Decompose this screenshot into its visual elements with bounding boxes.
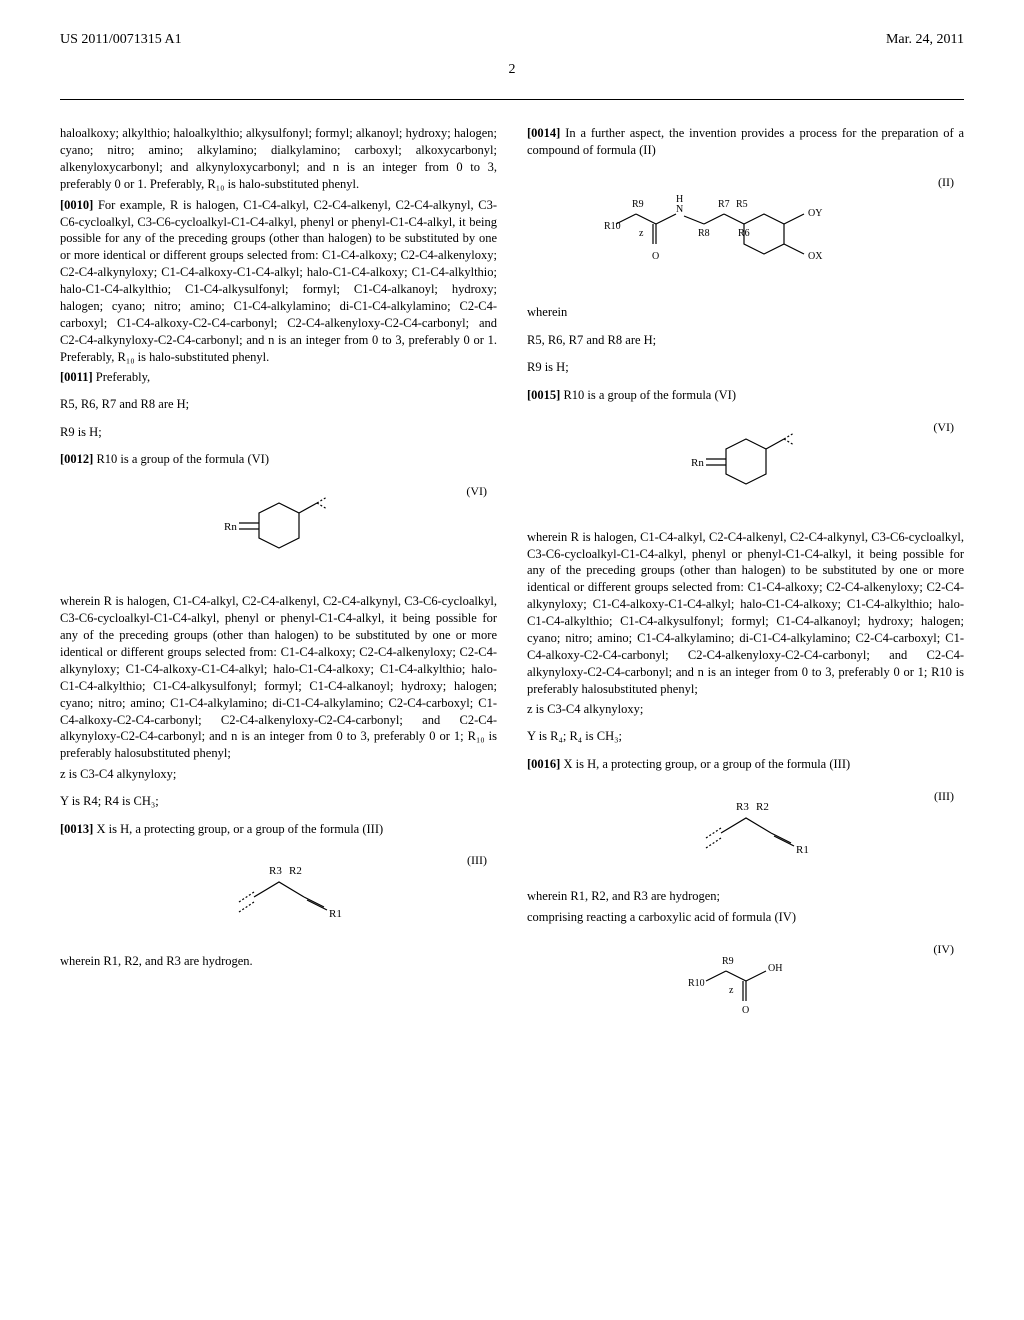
svg-text:O: O xyxy=(742,1005,749,1016)
line-comprising: comprising reacting a carboxylic acid of… xyxy=(527,909,964,926)
line-wherein: wherein xyxy=(527,304,964,322)
page-number: 2 xyxy=(0,60,1024,80)
pub-date: Mar. 24, 2011 xyxy=(886,30,964,50)
paranum-0011: [0011] xyxy=(60,370,93,384)
para-0013: [0013] X is H, a protecting group, or a … xyxy=(60,821,497,838)
line-r1-left: wherein R1, R2, and R3 are hydrogen. xyxy=(60,953,497,970)
svg-text:R8: R8 xyxy=(698,228,710,239)
formula-iv-label: (IV) xyxy=(933,941,954,958)
left-column: haloalkoxy; alkylthio; haloalkylthio; al… xyxy=(60,125,497,1041)
svg-text:R6: R6 xyxy=(738,228,750,239)
para-0011-text: Preferably, xyxy=(96,370,150,384)
svg-text:H: H xyxy=(676,194,683,205)
line-r5678: R5, R6, R7 and R8 are H; xyxy=(60,396,497,414)
formula-vi-right: (VI) Rn xyxy=(527,419,964,514)
right-column: [0014] In a further aspect, the inventio… xyxy=(527,125,964,1041)
svg-text:OY: OY xyxy=(808,208,822,219)
formula-vi-label-right: (VI) xyxy=(933,419,954,436)
paranum-0012: [0012] xyxy=(60,452,93,466)
svg-text:R9: R9 xyxy=(722,956,734,967)
chem-structure-vi-icon: Rn xyxy=(199,483,359,573)
svg-text:R3: R3 xyxy=(269,865,282,877)
svg-text:R1: R1 xyxy=(329,908,342,920)
chem-structure-ii-icon: R10 R9 O z N H R8 R7 R6 R5 OY OX xyxy=(596,174,896,284)
para-0010-text: For example, R is halogen, C1-C4-alkyl, … xyxy=(60,198,497,364)
svg-text:Rn: Rn xyxy=(224,521,237,533)
svg-text:R10: R10 xyxy=(604,221,621,232)
svg-text:R2: R2 xyxy=(289,865,302,877)
formula-iii-right: (III) R3 R2 R1 xyxy=(527,788,964,873)
para-0013-text: X is H, a protecting group, or a group o… xyxy=(96,822,383,836)
para-wherein-r-right: wherein R is halogen, C1-C4-alkyl, C2-C4… xyxy=(527,529,964,698)
svg-text:OH: OH xyxy=(768,963,782,974)
formula-vi-label: (VI) xyxy=(466,483,487,500)
chem-structure-iii-icon: R3 R2 R1 xyxy=(199,852,359,932)
formula-iii-label: (III) xyxy=(467,852,487,869)
formula-iii-left: (III) R3 R2 R1 xyxy=(60,852,497,937)
svg-text:R10: R10 xyxy=(688,978,705,989)
svg-text:O: O xyxy=(652,251,659,262)
chem-structure-iv-icon: R10 R9 z O OH xyxy=(676,941,816,1021)
svg-text:R3: R3 xyxy=(736,801,749,813)
line-r5678-right: R5, R6, R7 and R8 are H; xyxy=(527,332,964,350)
svg-text:Rn: Rn xyxy=(691,457,704,469)
svg-text:R9: R9 xyxy=(632,199,644,210)
svg-text:OX: OX xyxy=(808,251,823,262)
svg-text:R7: R7 xyxy=(718,199,730,210)
line-r1-right: wherein R1, R2, and R3 are hydrogen; xyxy=(527,888,964,905)
line-y-left: Y is R4; R4 is CH₃; xyxy=(60,793,497,811)
svg-text:N: N xyxy=(676,204,683,215)
line-z-left: z is C3-C4 alkynyloxy; xyxy=(60,766,497,783)
line-r9-right: R9 is H; xyxy=(527,359,964,377)
para-0015-text: R10 is a group of the formula (VI) xyxy=(563,388,736,402)
formula-vi-left: (VI) Rn xyxy=(60,483,497,578)
para-0016-text: X is H, a protecting group, or a group o… xyxy=(563,757,850,771)
para-0010: [0010] For example, R is halogen, C1-C4-… xyxy=(60,197,497,366)
svg-text:R2: R2 xyxy=(756,801,769,813)
para-0012: [0012] R10 is a group of the formula (VI… xyxy=(60,451,497,468)
formula-iii-label-right: (III) xyxy=(934,788,954,805)
svg-text:z: z xyxy=(639,228,644,239)
para-0016: [0016] X is H, a protecting group, or a … xyxy=(527,756,964,773)
svg-text:z: z xyxy=(729,985,734,996)
pub-number: US 2011/0071315 A1 xyxy=(60,30,182,50)
svg-text:R5: R5 xyxy=(736,199,748,210)
formula-ii: (II) R10 R9 O z xyxy=(527,174,964,289)
paranum-0013: [0013] xyxy=(60,822,93,836)
paranum-0010: [0010] xyxy=(60,198,93,212)
formula-iv: (IV) R10 R9 z O OH xyxy=(527,941,964,1026)
line-y-right: Y is R₄; R₄ is CH₃; xyxy=(527,728,964,746)
para-wherein-r-left: wherein R is halogen, C1-C4-alkyl, C2-C4… xyxy=(60,593,497,762)
chem-structure-vi-right-icon: Rn xyxy=(666,419,826,509)
para-0009-cont: haloalkoxy; alkylthio; haloalkylthio; al… xyxy=(60,125,497,193)
para-0011: [0011] Preferably, xyxy=(60,369,497,386)
paranum-0015: [0015] xyxy=(527,388,560,402)
paranum-0014: [0014] xyxy=(527,126,560,140)
paranum-0016: [0016] xyxy=(527,757,560,771)
line-z-right: z is C3-C4 alkynyloxy; xyxy=(527,701,964,718)
para-0014-text: In a further aspect, the invention provi… xyxy=(527,126,964,157)
header-rule xyxy=(60,99,964,100)
svg-text:R1: R1 xyxy=(796,844,809,856)
formula-ii-label: (II) xyxy=(938,174,954,191)
para-0014: [0014] In a further aspect, the inventio… xyxy=(527,125,964,159)
para-0015: [0015] R10 is a group of the formula (VI… xyxy=(527,387,964,404)
line-r9: R9 is H; xyxy=(60,424,497,442)
chem-structure-iii-right-icon: R3 R2 R1 xyxy=(666,788,826,868)
para-0012-text: R10 is a group of the formula (VI) xyxy=(96,452,269,466)
